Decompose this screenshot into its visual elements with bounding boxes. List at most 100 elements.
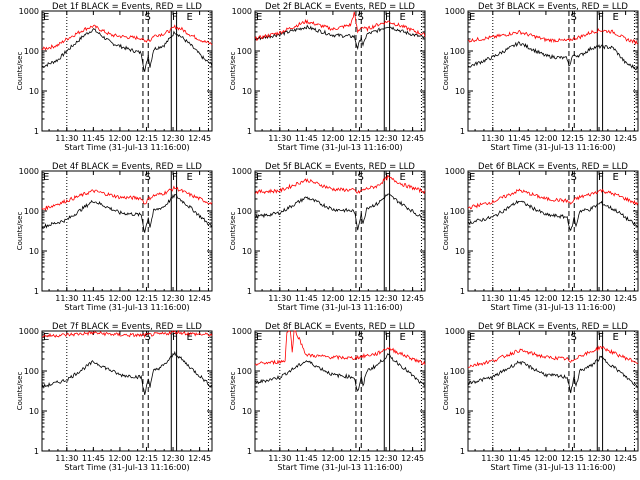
x-tick-label: 11:30 (268, 454, 291, 463)
x-tick-label: 12:15 (135, 454, 158, 463)
y-tick-label: 10 (242, 247, 252, 256)
plot-frame (41, 330, 213, 452)
x-axis-title: Start Time (31-Jul-13 11:16:00) (277, 143, 402, 152)
marker-e-label: E (469, 332, 475, 343)
y-axis-title: Counts/sec (229, 52, 237, 91)
marker-s-label: S (570, 172, 576, 183)
panel-4f: Det 4f BLACK = Events, RED = LLD 1 10 100 10… (16, 162, 213, 312)
panel-title: Det 5f BLACK = Events, RED = LLD (265, 162, 415, 172)
y-tick-label: 100 (24, 207, 39, 216)
x-axis-title: Start Time (31-Jul-13 11:16:00) (277, 303, 402, 312)
y-tick-label: 100 (24, 367, 39, 376)
y-tick-label: 1 (460, 447, 465, 456)
plot-frame (41, 10, 213, 132)
marker-e-label: E (186, 172, 192, 183)
y-tick-label: 1 (460, 287, 465, 296)
y-axis-title: Counts/sec (442, 212, 450, 251)
y-axis-title: Counts/sec (16, 372, 24, 411)
events-series-line (254, 352, 426, 392)
x-tick-label: 11:45 (82, 134, 105, 143)
x-tick-label: 11:45 (295, 134, 318, 143)
marker-f-label: F (172, 332, 178, 343)
panel-2f: Det 2f BLACK = Events, RED = LLD 1 10 100 10… (229, 2, 426, 152)
x-tick-label: 12:30 (162, 134, 185, 143)
x-tick-label: 11:30 (481, 454, 504, 463)
panel-7f: Det 7f BLACK = Events, RED = LLD 1 10 100 10… (16, 322, 213, 472)
marker-f-label: F (598, 172, 604, 183)
x-tick-label: 12:15 (135, 134, 158, 143)
x-tick-label: 12:15 (348, 294, 371, 303)
plot-frame (467, 170, 639, 292)
x-tick-label: 11:30 (55, 294, 78, 303)
y-tick-label: 10 (242, 407, 252, 416)
marker-s-label: S (570, 12, 576, 23)
events-series-line (468, 355, 639, 394)
x-axis-title: Start Time (31-Jul-13 11:16:00) (490, 143, 615, 152)
x-tick-label: 11:30 (268, 134, 291, 143)
events-series-line (254, 193, 426, 231)
panel-8f: Det 8f BLACK = Events, RED = LLD 1 10 100 10… (229, 322, 426, 472)
x-tick-label: 12:00 (534, 454, 557, 463)
lld-series-line (254, 174, 426, 195)
x-tick-label: 12:45 (614, 294, 637, 303)
y-tick-label: 10 (242, 87, 252, 96)
lld-series-line (41, 24, 213, 51)
x-tick-label: 11:30 (481, 134, 504, 143)
y-tick-label: 1000 (232, 327, 252, 336)
y-tick-label: 10 (29, 247, 39, 256)
panel-title: Det 9f BLACK = Events, RED = LLD (478, 322, 628, 332)
y-axis-title: Counts/sec (442, 372, 450, 411)
marker-e-label: E (399, 332, 405, 343)
y-tick-label: 100 (450, 47, 465, 56)
x-tick-label: 12:00 (321, 454, 344, 463)
x-tick-label: 11:30 (481, 294, 504, 303)
marker-e-label: E (186, 332, 192, 343)
x-axis-title: Start Time (31-Jul-13 11:16:00) (64, 463, 189, 472)
x-tick-label: 11:45 (508, 134, 531, 143)
y-tick-label: 1000 (445, 327, 465, 336)
x-tick-label: 11:30 (55, 454, 78, 463)
x-tick-label: 12:30 (588, 134, 611, 143)
y-tick-label: 1 (247, 287, 252, 296)
marker-e-label: E (399, 172, 405, 183)
marker-e-label: E (186, 12, 192, 23)
panel-title: Det 4f BLACK = Events, RED = LLD (52, 162, 202, 172)
y-tick-label: 10 (29, 407, 39, 416)
plot-frame (254, 170, 426, 292)
y-axis-title: Counts/sec (16, 212, 24, 251)
x-tick-label: 12:00 (108, 294, 131, 303)
marker-e-label: E (469, 172, 475, 183)
y-tick-label: 1 (247, 447, 252, 456)
x-tick-label: 11:45 (508, 454, 531, 463)
x-tick-label: 12:15 (348, 454, 371, 463)
x-tick-label: 12:30 (375, 294, 398, 303)
x-tick-label: 12:00 (534, 134, 557, 143)
y-axis-title: Counts/sec (229, 372, 237, 411)
y-tick-label: 100 (237, 47, 252, 56)
y-tick-label: 1000 (19, 7, 39, 16)
marker-f-label: F (385, 12, 391, 23)
x-tick-label: 11:30 (55, 134, 78, 143)
x-tick-label: 12:45 (401, 134, 424, 143)
y-tick-label: 1000 (19, 167, 39, 176)
y-axis-title: Counts/sec (16, 52, 24, 91)
plot-frame (467, 10, 639, 132)
x-axis-title: Start Time (31-Jul-13 11:16:00) (64, 143, 189, 152)
marker-s-label: S (357, 332, 363, 343)
x-tick-label: 11:30 (268, 294, 291, 303)
x-tick-label: 12:00 (108, 454, 131, 463)
y-tick-label: 1000 (445, 7, 465, 16)
x-tick-label: 12:30 (588, 454, 611, 463)
events-series-line (41, 27, 213, 72)
marker-s-label: S (144, 332, 150, 343)
x-tick-label: 12:45 (401, 454, 424, 463)
x-tick-label: 12:15 (561, 134, 584, 143)
x-tick-label: 12:15 (348, 134, 371, 143)
panel-title: Det 1f BLACK = Events, RED = LLD (52, 2, 202, 12)
y-tick-label: 1 (247, 127, 252, 136)
panel-title: Det 7f BLACK = Events, RED = LLD (52, 322, 202, 332)
marker-s-label: S (144, 12, 150, 23)
y-axis-title: Counts/sec (229, 212, 237, 251)
lld-series-line (41, 185, 213, 211)
